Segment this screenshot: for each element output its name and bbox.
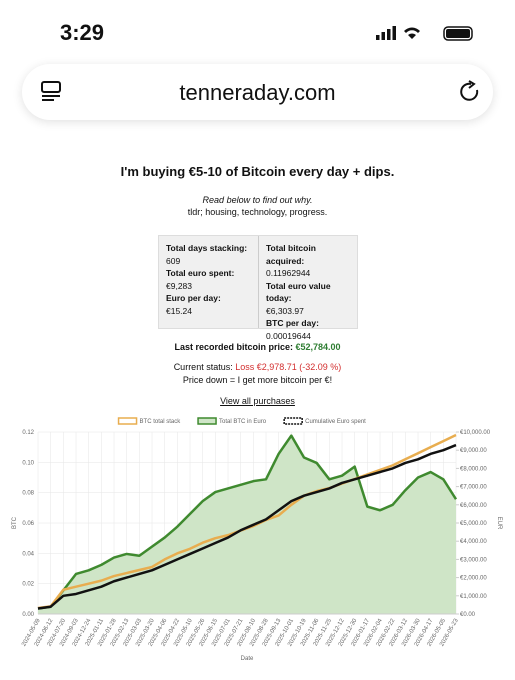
legend-label: Cumulative Euro spent	[305, 419, 366, 425]
status-label: Current status:	[173, 362, 233, 372]
y2-tick-label: €1,000.00	[460, 594, 487, 600]
legend-label: Total BTC in Euro	[219, 419, 267, 425]
y-axis-title: BTC	[12, 516, 18, 529]
heading: I'm buying €5-10 of Bitcoin every day + …	[120, 164, 395, 179]
y2-tick-label: €7,000.00	[460, 485, 487, 491]
stat-label: Euro per day:	[166, 293, 221, 303]
line	[37, 434, 458, 610]
stat-label: Total days stacking:	[166, 243, 248, 253]
chart: 0.00 0.02 0.04 0.06 0.08 0.10 0.12 €0.00 €1,000.…	[12, 417, 502, 662]
intro: Read below to find out why.	[202, 195, 313, 205]
status-icons	[376, 26, 473, 41]
status: Loss €2,978.71 (-32.09 %)	[235, 362, 342, 372]
x-axis-title: Date	[241, 656, 254, 662]
stat-value: €6,303.97	[266, 305, 304, 316]
y2-tick-label: €4,000.00	[460, 539, 487, 545]
y-tick-label: 0.12	[22, 430, 34, 436]
y2-tick-label: €2,000.00	[460, 576, 487, 582]
y2-tick-label: €10,000.00	[460, 430, 491, 436]
legend-swatch	[283, 417, 303, 425]
y-tick-label: 0.06	[22, 521, 34, 527]
stat-label: Total euro spent:	[166, 268, 235, 278]
y2-tick-label: €0.00	[460, 612, 476, 618]
stat-value: 0.11962944	[266, 268, 311, 278]
url[interactable]: tenneraday.com	[179, 80, 336, 105]
line	[37, 443, 457, 610]
address-bar[interactable]	[22, 64, 493, 120]
price: €52,784.00	[295, 342, 341, 352]
price-label: Last recorded bitcoin price:	[174, 342, 293, 352]
clock: 3:29	[60, 20, 105, 45]
y-tick-label: 0.04	[22, 551, 34, 557]
legend-label: BTC total stack	[140, 419, 182, 425]
y-tick-label: 0.08	[22, 491, 34, 497]
stat-label: Total bitcoin acquired:	[266, 243, 316, 266]
y2-tick-label: €8,000.00	[460, 466, 487, 472]
y-tick-label: 0.02	[22, 582, 34, 588]
stat-label: Total euro value today:	[266, 280, 331, 304]
reload-icon[interactable]	[458, 80, 482, 104]
y2-tick-label: €5,000.00	[460, 521, 487, 527]
stat-value: 0.00019644	[266, 330, 311, 341]
tldr: tldr; housing, technology, progress.	[187, 207, 328, 217]
stats-left: Total days stacking: 609 Total euro spent:…	[159, 236, 258, 328]
y2-tick-label: €3,000.00	[460, 557, 487, 563]
y2-tick-label: €6,000.00	[460, 503, 487, 509]
stat-value: €15.24	[166, 305, 192, 316]
stats-box: Total days stacking: 609 Total euro spent:…	[158, 235, 358, 341]
legend-swatch	[117, 417, 138, 425]
stat-label: BTC per day:	[266, 318, 319, 328]
price-row: Last recorded bitcoin price: €52,784.00	[0, 342, 515, 352]
tabs-icon[interactable]	[40, 80, 62, 102]
stat-value: €9,283	[166, 280, 192, 291]
stats-right: Total bitcoin acquired: 0.11962944 Total e…	[258, 236, 357, 341]
y-tick-label: 0.10	[22, 460, 34, 466]
legend-swatch	[197, 417, 217, 425]
purchases-link[interactable]: View all purchases	[220, 396, 295, 406]
status-row: Current status: Loss €2,978.71 (-32.09 %…	[0, 362, 515, 372]
note: Price down = I get more bitcoin per €!	[182, 375, 333, 385]
y2-axis-title: EUR	[496, 517, 502, 530]
stat-value: 609	[166, 255, 181, 266]
y2-tick-label: €9,000.00	[460, 448, 487, 454]
y-tick-label: 0.00	[22, 612, 34, 618]
